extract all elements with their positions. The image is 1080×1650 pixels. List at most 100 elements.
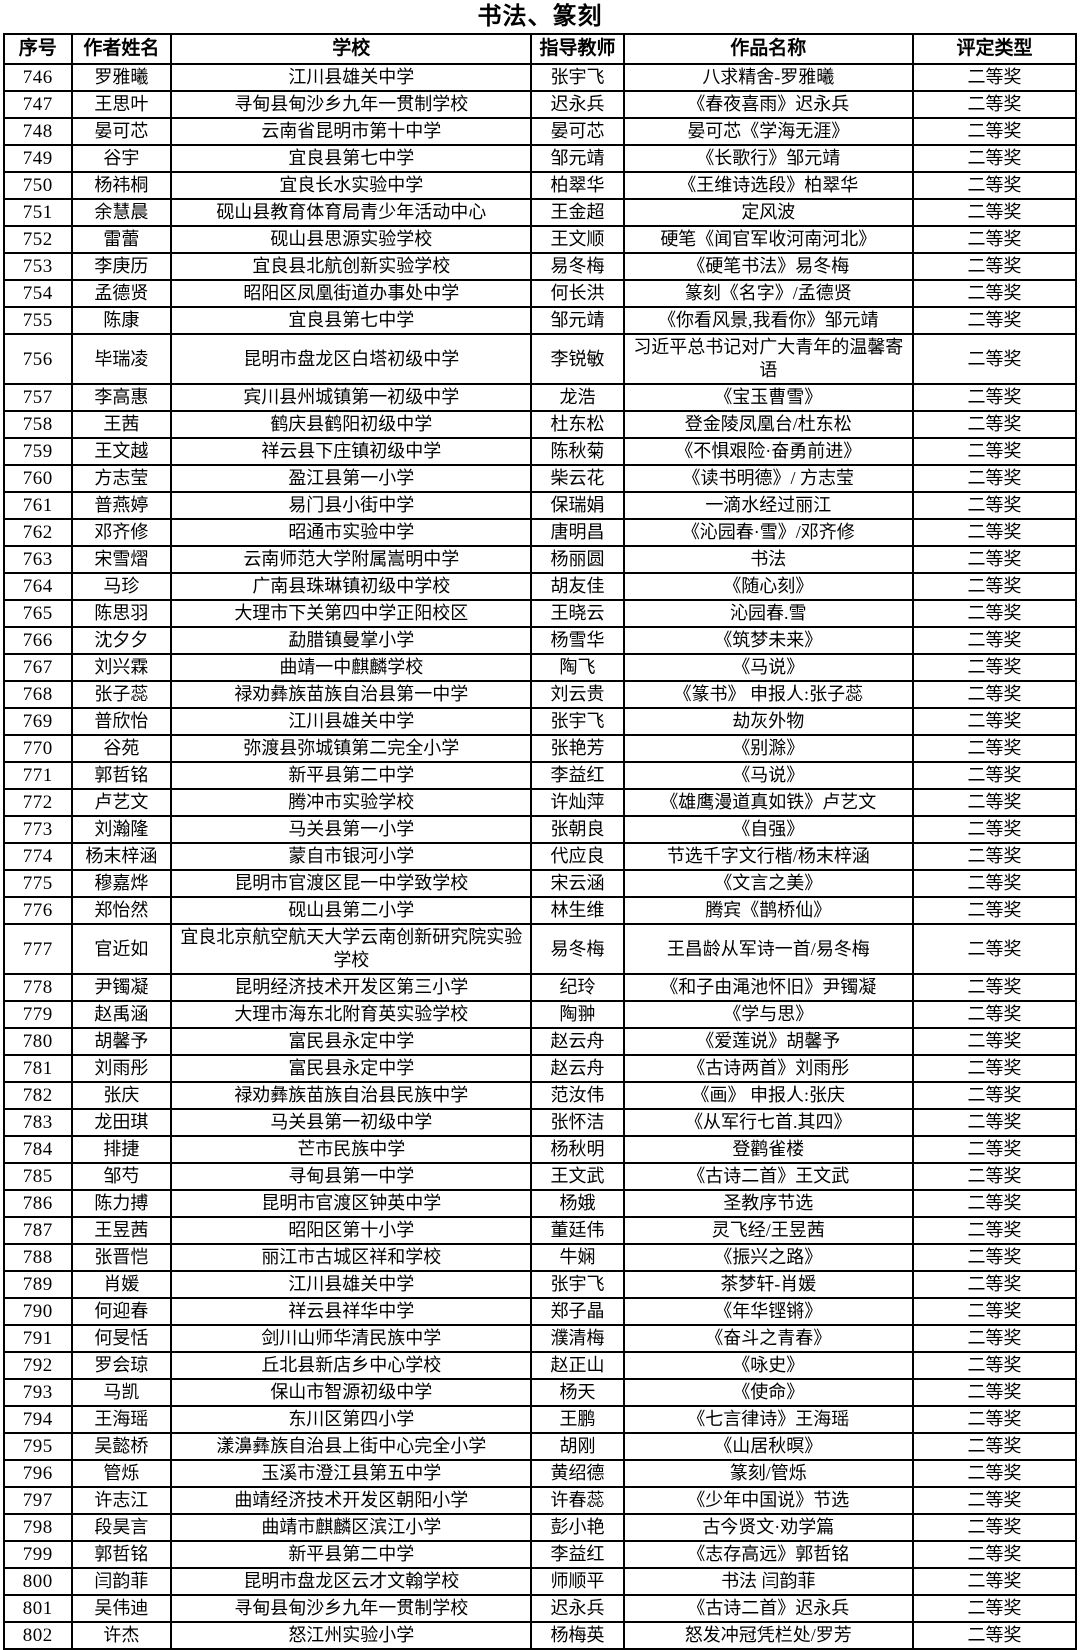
cell-work: 《和子由渑池怀旧》尹镯凝 — [622, 973, 915, 1002]
cell-school: 曲靖市麒麟区滨江小学 — [170, 1513, 533, 1542]
cell-school: 曲靖经济技术开发区朝阳小学 — [170, 1486, 533, 1515]
cell-award: 二等奖 — [912, 437, 1077, 466]
cell-teacher: 黄绍德 — [530, 1459, 625, 1488]
cell-author: 卢艺文 — [70, 788, 173, 817]
cell-author: 穆嘉烨 — [70, 869, 173, 898]
cell-author: 张子蕊 — [70, 680, 173, 709]
cell-author: 吴懿桥 — [70, 1432, 173, 1461]
cell-award: 二等奖 — [912, 333, 1077, 385]
cell-author: 张晋恺 — [70, 1243, 173, 1272]
cell-teacher: 杨天 — [530, 1378, 625, 1407]
table-row: 759 王文越 祥云县下庄镇初级中学 陈秋菊 《不惧艰险·奋勇前进》 二等奖 — [3, 437, 1077, 466]
cell-teacher: 柴云花 — [530, 464, 625, 493]
cell-author: 刘瀚隆 — [70, 815, 173, 844]
cell-school: 宜良北京航空航天大学云南创新研究院实验学校 — [170, 923, 533, 975]
cell-work: 篆刻/管烁 — [622, 1459, 915, 1488]
table-row: 795 吴懿桥 漾濞彝族自治县上街中心完全小学 胡刚 《山居秋暝》 二等奖 — [3, 1432, 1077, 1461]
table-row: 797 许志江 曲靖经济技术开发区朝阳小学 许春蕊 《少年中国说》节选 二等奖 — [3, 1486, 1077, 1515]
cell-teacher: 晏可芯 — [530, 117, 625, 146]
cell-school: 新平县第二中学 — [170, 761, 533, 790]
cell-work: 《七言律诗》王海瑶 — [622, 1405, 915, 1434]
table-row: 771 郭哲铭 新平县第二中学 李益红 《马说》 二等奖 — [3, 761, 1077, 790]
cell-award: 二等奖 — [912, 626, 1077, 655]
cell-serial: 798 — [3, 1513, 73, 1542]
cell-work: 茶梦轩-肖媛 — [622, 1270, 915, 1299]
table-row: 794 王海瑶 东川区第四小学 王鹏 《七言律诗》王海瑶 二等奖 — [3, 1405, 1077, 1434]
cell-award: 二等奖 — [912, 1189, 1077, 1218]
cell-award: 二等奖 — [912, 1594, 1077, 1623]
cell-teacher: 李益红 — [530, 761, 625, 790]
cell-author: 李高惠 — [70, 383, 173, 412]
cell-school: 昆明经济技术开发区第三小学 — [170, 973, 533, 1002]
cell-school: 富民县永定中学 — [170, 1054, 533, 1083]
table-row: 763 宋雪熠 云南师范大学附属嵩明中学 杨丽圆 书法 二等奖 — [3, 545, 1077, 574]
cell-author: 段昊言 — [70, 1513, 173, 1542]
cell-serial: 758 — [3, 410, 73, 439]
cell-teacher: 濮清梅 — [530, 1324, 625, 1353]
cell-serial: 766 — [3, 626, 73, 655]
cell-teacher: 代应良 — [530, 842, 625, 871]
cell-school: 昆明市盘龙区云才文翰学校 — [170, 1567, 533, 1596]
table-row: 766 沈夕夕 勐腊镇曼掌小学 杨雪华 《筑梦未来》 二等奖 — [3, 626, 1077, 655]
cell-award: 二等奖 — [912, 1621, 1077, 1650]
table-row: 772 卢艺文 腾冲市实验学校 许灿萍 《雄鹰漫道真如铁》卢艺文 二等奖 — [3, 788, 1077, 817]
cell-work: 书法 — [622, 545, 915, 574]
cell-teacher: 杨雪华 — [530, 626, 625, 655]
cell-author: 毕瑞凌 — [70, 333, 173, 385]
cell-work: 《篆书》 申报人:张子蕊 — [622, 680, 915, 709]
cell-work: 《自强》 — [622, 815, 915, 844]
cell-school: 寻甸县甸沙乡九年一贯制学校 — [170, 90, 533, 119]
cell-author: 陈力搏 — [70, 1189, 173, 1218]
cell-teacher: 杨丽圆 — [530, 545, 625, 574]
cell-award: 二等奖 — [912, 1513, 1077, 1542]
cell-school: 丘北县新店乡中心学校 — [170, 1351, 533, 1380]
cell-award: 二等奖 — [912, 869, 1077, 898]
cell-author: 陈康 — [70, 306, 173, 335]
cell-work: 习近平总书记对广大青年的温馨寄语 — [622, 333, 915, 385]
cell-award: 二等奖 — [912, 680, 1077, 709]
cell-school: 昆明市官渡区钟英中学 — [170, 1189, 533, 1218]
cell-author: 王海瑶 — [70, 1405, 173, 1434]
cell-award: 二等奖 — [912, 653, 1077, 682]
cell-teacher: 何长洪 — [530, 279, 625, 308]
cell-teacher: 保瑞娟 — [530, 491, 625, 520]
cell-school: 昭阳区凤凰街道办事处中学 — [170, 279, 533, 308]
cell-school: 寻甸县第一中学 — [170, 1162, 533, 1191]
cell-serial: 789 — [3, 1270, 73, 1299]
cell-school: 易门县小街中学 — [170, 491, 533, 520]
cell-author: 王思叶 — [70, 90, 173, 119]
cell-school: 弥渡县弥城镇第二完全小学 — [170, 734, 533, 763]
cell-serial: 754 — [3, 279, 73, 308]
cell-author: 吴伟迪 — [70, 1594, 173, 1623]
cell-teacher: 宋云涵 — [530, 869, 625, 898]
cell-serial: 781 — [3, 1054, 73, 1083]
cell-award: 二等奖 — [912, 1270, 1077, 1299]
cell-school: 禄劝彝族苗族自治县民族中学 — [170, 1081, 533, 1110]
cell-serial: 761 — [3, 491, 73, 520]
cell-serial: 774 — [3, 842, 73, 871]
cell-award: 二等奖 — [912, 1567, 1077, 1596]
cell-author: 马珍 — [70, 572, 173, 601]
cell-award: 二等奖 — [912, 707, 1077, 736]
cell-work: 晏可芯《学海无涯》 — [622, 117, 915, 146]
cell-award: 二等奖 — [912, 788, 1077, 817]
cell-author: 张庆 — [70, 1081, 173, 1110]
cell-author: 孟德贤 — [70, 279, 173, 308]
cell-work: 《古诗二首》王文武 — [622, 1162, 915, 1191]
table-row: 765 陈思羽 大理市下关第四中学正阳校区 王晓云 沁园春.雪 二等奖 — [3, 599, 1077, 628]
table-row: 770 谷苑 弥渡县弥城镇第二完全小学 张艳芳 《别滁》 二等奖 — [3, 734, 1077, 763]
cell-award: 二等奖 — [912, 1432, 1077, 1461]
cell-work: 《你看风景,我看你》邹元靖 — [622, 306, 915, 335]
cell-work: 《学与思》 — [622, 1000, 915, 1029]
table-row: 747 王思叶 寻甸县甸沙乡九年一贯制学校 迟永兵 《春夜喜雨》迟永兵 二等奖 — [3, 90, 1077, 119]
cell-teacher: 陶飞 — [530, 653, 625, 682]
cell-school: 丽江市古城区祥和学校 — [170, 1243, 533, 1272]
cell-serial: 795 — [3, 1432, 73, 1461]
cell-author: 陈思羽 — [70, 599, 173, 628]
table-row: 768 张子蕊 禄劝彝族苗族自治县第一中学 刘云贵 《篆书》 申报人:张子蕊 二等奖 — [3, 680, 1077, 709]
cell-work: 《别滁》 — [622, 734, 915, 763]
cell-teacher: 师顺平 — [530, 1567, 625, 1596]
cell-award: 二等奖 — [912, 923, 1077, 975]
cell-author: 刘兴霖 — [70, 653, 173, 682]
cell-work: 沁园春.雪 — [622, 599, 915, 628]
